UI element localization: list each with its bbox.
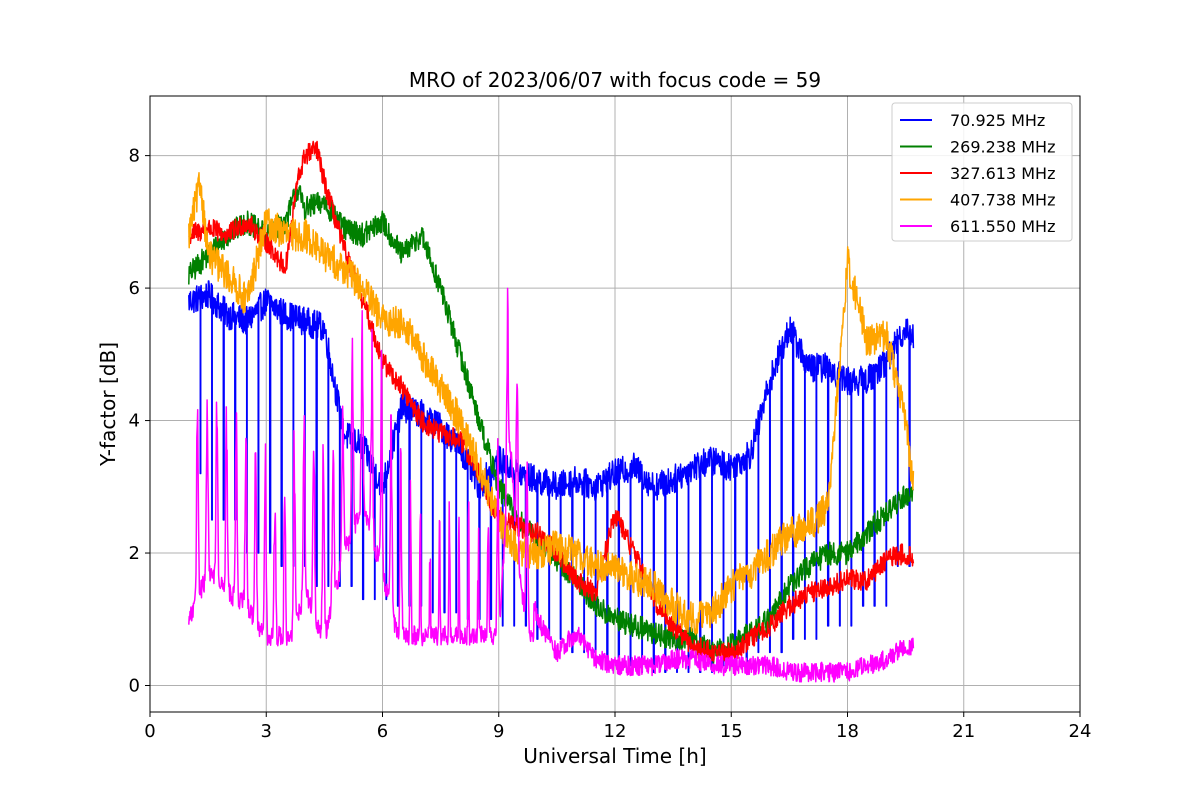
y-axis-label: Y-factor [dB] [96,342,120,467]
series-line [188,184,915,665]
x-tick-label: 3 [261,721,272,742]
legend-entry-label: 407.738 MHz [950,191,1055,210]
y-tick-label: 4 [129,411,140,432]
x-tick-label: 12 [604,721,627,742]
y-tick-label: 6 [129,278,140,299]
x-tick-label: 24 [1069,721,1092,742]
y-tick-label: 0 [129,676,140,697]
series-layer [188,140,915,683]
legend-entry-label: 269.238 MHz [950,138,1055,157]
legend-entry-label: 70.925 MHz [950,111,1045,130]
x-tick-label: 0 [144,721,155,742]
x-tick-label: 15 [720,721,743,742]
legend-box [891,102,1073,242]
legend-entry-label: 327.613 MHz [950,164,1055,183]
x-tick-label: 6 [377,721,388,742]
series-line [188,172,915,636]
legend: 70.925 MHz 269.238 MHz 327.613 MHz 407.738 … [891,102,1073,242]
x-axis-label: Universal Time [h] [523,744,706,768]
legend-entry-label: 611.550 MHz [950,217,1055,236]
chart-title: MRO of 2023/06/07 with focus code = 59 [409,68,821,92]
x-tick-label: 9 [493,721,504,742]
x-tick-label: 21 [952,721,975,742]
y-tick-label: 8 [129,146,140,167]
series-line [188,287,915,683]
y-tick-label: 2 [129,543,140,564]
series-line [188,280,915,674]
x-tick-label: 18 [836,721,859,742]
